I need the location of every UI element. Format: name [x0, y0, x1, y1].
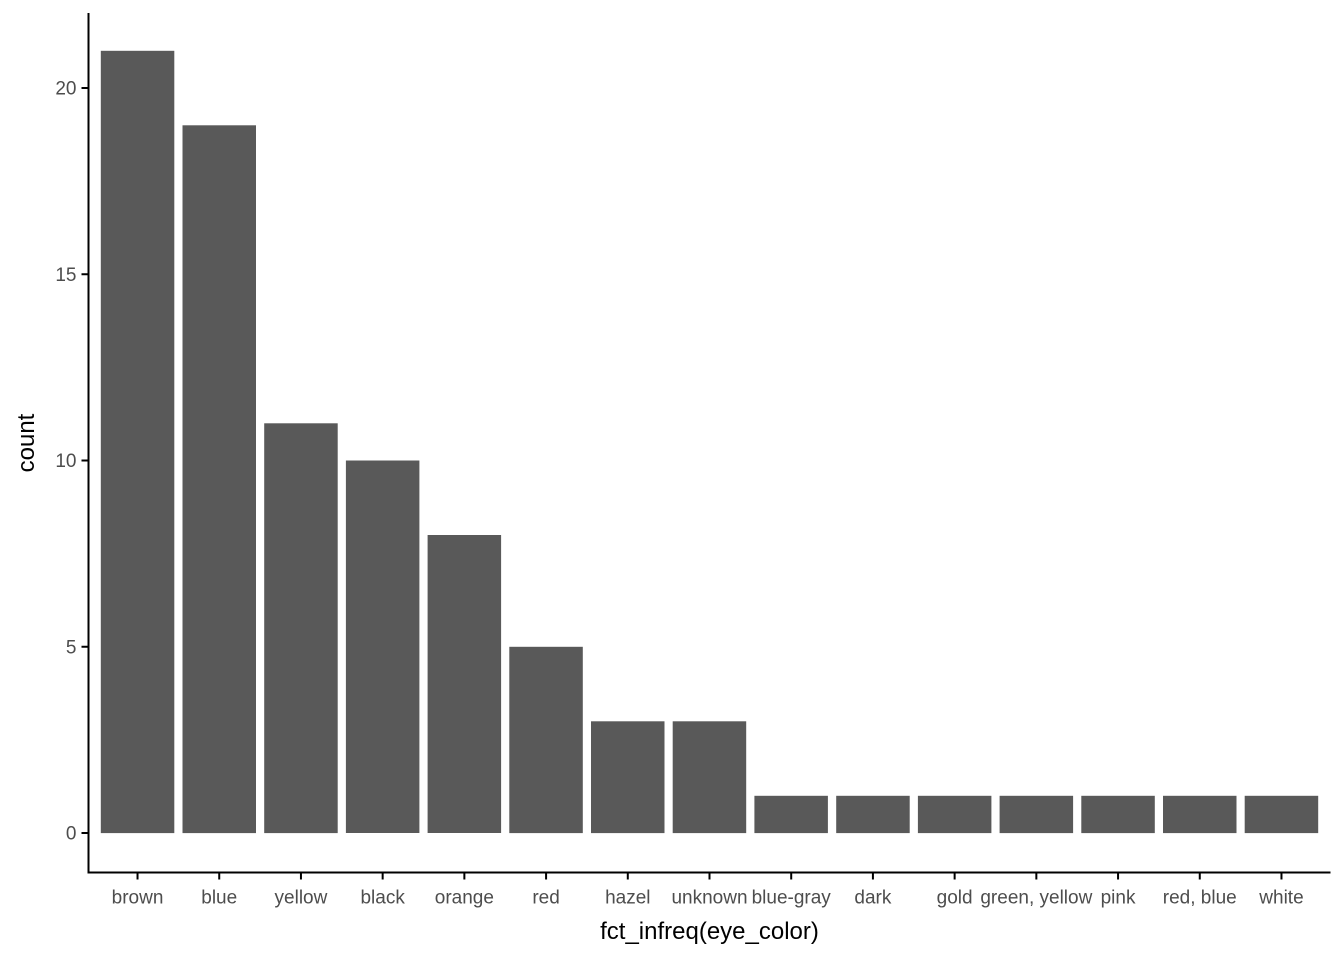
bar-brown [100, 50, 175, 834]
bar-white [1244, 795, 1319, 834]
x-tick-label-0: brown [112, 888, 164, 909]
bar-gold [917, 795, 992, 834]
x-tick-label-12: pink [1101, 888, 1136, 909]
bar-yellow [264, 423, 338, 834]
x-tick-label-3: black [360, 888, 405, 909]
bar-dark [836, 795, 910, 834]
y-axis-title: count [13, 413, 40, 473]
y-tick-label-20: 20 [55, 79, 76, 100]
y-tick-label-10: 10 [55, 451, 76, 472]
x-tick-label-11: green, yellow [980, 888, 1092, 909]
x-tick-label-7: unknown [671, 888, 747, 909]
x-tick-label-13: red, blue [1163, 888, 1237, 909]
x-tick-label-4: orange [435, 888, 494, 909]
bar-red [509, 646, 583, 834]
bar-pink [1081, 795, 1155, 834]
bar-blue-gray [754, 795, 828, 834]
x-axis-title: fct_infreq(eye_color) [600, 918, 819, 945]
y-tick-label-15: 15 [55, 265, 76, 286]
x-tick-label-14: white [1258, 888, 1303, 909]
bar-green, yellow [999, 795, 1074, 834]
y-tick-label-5: 5 [66, 637, 77, 658]
bar-blue [182, 125, 256, 834]
x-tick-label-5: red [532, 888, 559, 909]
bar-unknown [672, 721, 747, 834]
x-tick-label-6: hazel [605, 888, 650, 909]
bar-black [345, 460, 420, 833]
x-tick-label-2: yellow [275, 888, 328, 909]
y-tick-label-0: 0 [66, 824, 77, 845]
bar-red, blue [1163, 795, 1237, 834]
x-tick-label-8: blue-gray [752, 888, 832, 909]
bar-orange [427, 535, 502, 833]
x-tick-label-9: dark [854, 888, 891, 909]
x-tick-label-1: blue [201, 888, 237, 909]
x-tick-label-10: gold [937, 888, 973, 909]
bar-hazel [591, 721, 665, 834]
